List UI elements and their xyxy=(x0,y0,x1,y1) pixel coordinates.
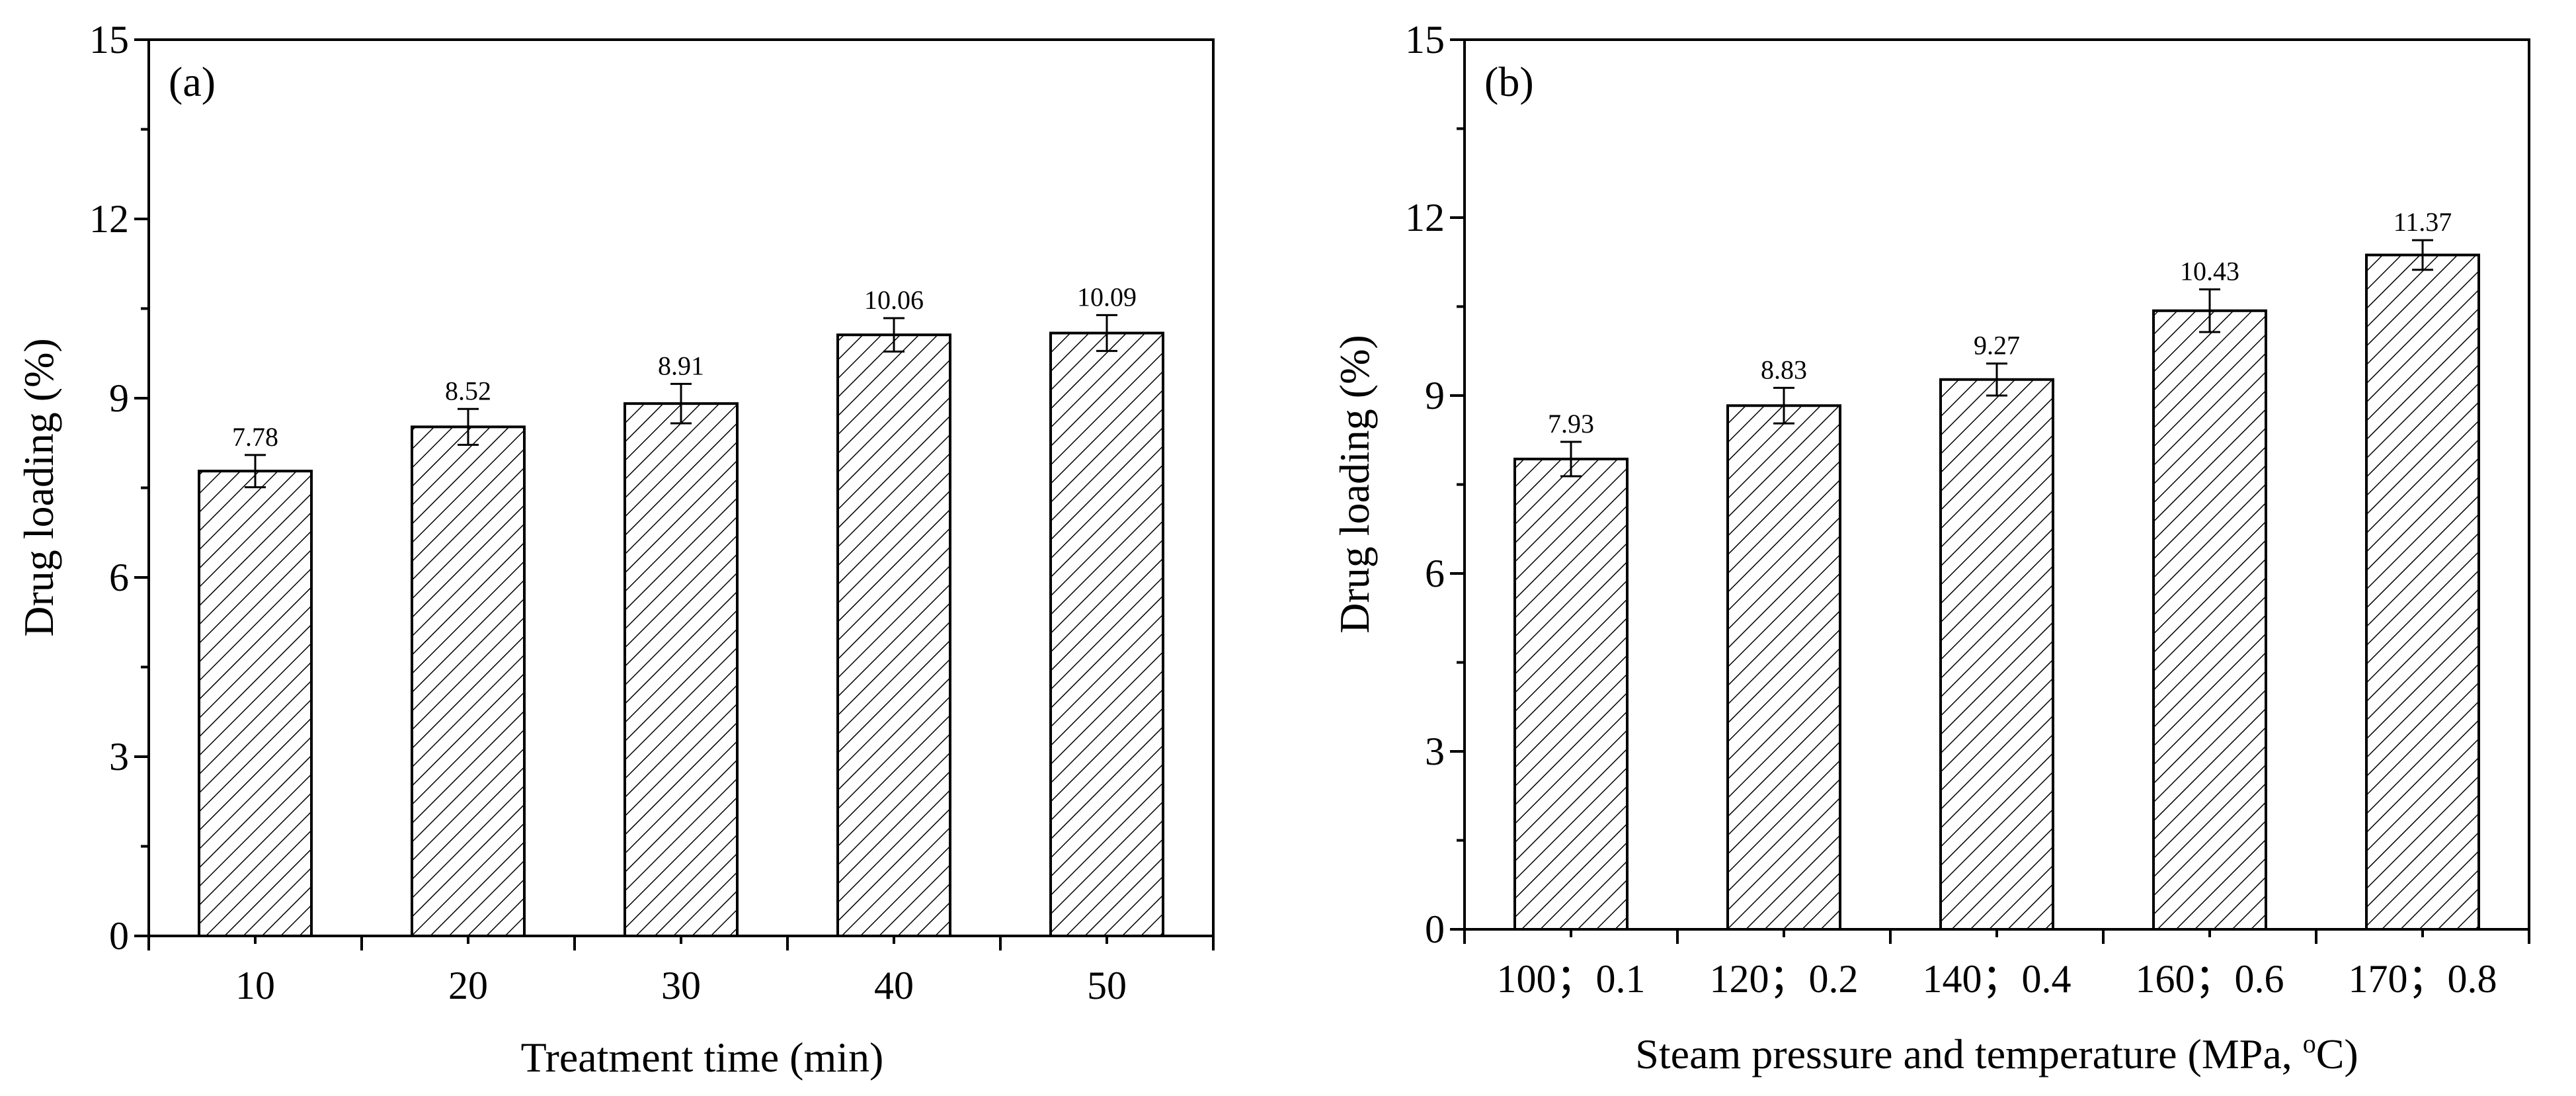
bar-b-1 xyxy=(1726,404,1841,931)
error-bar-a-4 xyxy=(1096,314,1117,353)
data-label-a-4: 10.09 xyxy=(1077,282,1137,312)
bar-b-2 xyxy=(1939,378,2054,931)
y-axis-title-b: Drug loading (%) xyxy=(1331,335,1378,633)
data-label-b-3: 10.43 xyxy=(2180,256,2239,286)
error-bar-b-3 xyxy=(2199,288,2220,333)
x-tick-label-a-3: 40 xyxy=(874,964,914,1007)
panel-label-a: (a) xyxy=(169,58,216,105)
data-label-b-1: 8.83 xyxy=(1761,355,1807,384)
y-axis-b: 0 3 6 9 12 15 xyxy=(1405,18,1465,951)
y-tick-label-a-2: 6 xyxy=(109,556,129,599)
data-label-b-4: 11.37 xyxy=(2394,207,2452,237)
y-tick-label-a-3: 9 xyxy=(109,376,129,420)
y-tick-label-b-4: 12 xyxy=(1405,196,1445,239)
bars-a: 7.78 8.52 8.91 10.06 10.09 xyxy=(198,282,1164,938)
x-tick-label-b-3: 160；0.6 xyxy=(2136,957,2284,1001)
bar-b-0 xyxy=(1513,457,1629,931)
bar-a-4 xyxy=(1049,331,1164,937)
bar-a-3 xyxy=(836,333,951,938)
y-axis-a: 0 3 6 9 12 15 xyxy=(89,18,149,958)
x-tick-label-a-0: 10 xyxy=(235,964,275,1007)
bar-b-4 xyxy=(2365,253,2480,931)
x-tick-label-b-1: 120；0.2 xyxy=(1710,957,1859,1001)
y-tick-label-a-4: 12 xyxy=(89,197,129,241)
error-bar-b-1 xyxy=(1773,386,1794,425)
x-tick-label-a-2: 30 xyxy=(661,964,701,1007)
error-bar-a-2 xyxy=(670,382,692,425)
bar-a-1 xyxy=(411,425,526,937)
y-tick-label-b-3: 9 xyxy=(1425,374,1445,417)
data-label-a-3: 10.06 xyxy=(864,285,924,315)
error-bar-b-0 xyxy=(1560,441,1582,478)
y-axis-title-a: Drug loading (%) xyxy=(15,338,62,636)
y-tick-label-a-1: 3 xyxy=(109,735,129,779)
data-label-b-2: 9.27 xyxy=(1974,331,2020,360)
y-tick-label-b-1: 3 xyxy=(1425,730,1445,773)
x-tick-label-a-1: 20 xyxy=(448,964,488,1007)
y-tick-label-b-0: 0 xyxy=(1425,907,1445,951)
bar-a-2 xyxy=(624,402,739,937)
x-axis-title-b-sup: o xyxy=(2303,1029,2316,1058)
bars-b: 7.93 8.83 9.27 10.43 11.37 xyxy=(1513,207,2480,931)
x-tick-label-a-4: 50 xyxy=(1087,964,1127,1007)
chart-panel-a: (a) 0 3 6 9 12 15 10 20 30 40 50 7.78 8.52 8.91 10.0… xyxy=(15,18,1215,1081)
x-axis-b: 100；0.1 120；0.2 140；0.4 160；0.6 170；0.8 xyxy=(1463,929,2530,1001)
x-axis-title-b-main: Steam pressure and temperature (MPa, xyxy=(1635,1031,2302,1077)
y-tick-label-b-5: 15 xyxy=(1405,18,1445,62)
bar-b-3 xyxy=(2152,309,2267,931)
chart-panel-b: (b) 0 3 6 9 12 15 100；0.1 120；0.2 140；0.4 160；0.… xyxy=(1331,18,2530,1077)
x-axis-a: 10 20 30 40 50 xyxy=(147,936,1215,1007)
error-bar-b-2 xyxy=(1986,362,2007,397)
panel-label-b: (b) xyxy=(1484,58,1534,105)
x-axis-title-b: Steam pressure and temperature (MPa, oC) xyxy=(1635,1029,2358,1077)
error-bar-b-4 xyxy=(2412,239,2433,271)
y-tick-label-a-0: 0 xyxy=(109,914,129,958)
data-label-a-2: 8.91 xyxy=(658,351,704,380)
data-label-b-0: 7.93 xyxy=(1548,409,1594,439)
data-label-a-1: 8.52 xyxy=(445,376,491,405)
error-bar-a-1 xyxy=(458,407,479,446)
x-tick-label-b-0: 100；0.1 xyxy=(1497,957,1646,1001)
x-axis-title-b-end: C) xyxy=(2316,1031,2358,1077)
bar-a-0 xyxy=(198,470,313,937)
x-axis-title-a: Treatment time (min) xyxy=(521,1034,884,1081)
y-tick-label-a-5: 15 xyxy=(89,18,129,62)
y-tick-label-b-2: 6 xyxy=(1425,552,1445,595)
x-tick-label-b-4: 170；0.8 xyxy=(2349,957,2497,1001)
error-bar-a-3 xyxy=(883,317,905,353)
data-label-a-0: 7.78 xyxy=(232,422,278,452)
error-bar-a-0 xyxy=(245,454,266,489)
x-tick-label-b-2: 140；0.4 xyxy=(1923,957,2072,1001)
